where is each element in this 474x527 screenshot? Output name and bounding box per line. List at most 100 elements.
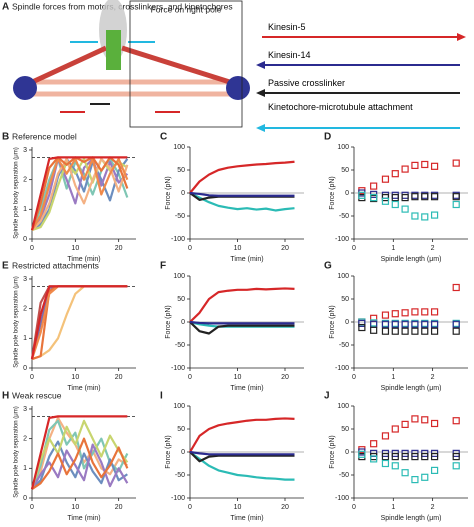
y-tick-label: 2 [23, 176, 27, 183]
series-line [189, 287, 295, 323]
x-tick-label: 2 [431, 245, 435, 252]
point [391, 200, 399, 209]
x-tick-label: 10 [71, 245, 79, 252]
series-line [31, 443, 129, 490]
y-axis-label: Force (pN) [329, 176, 336, 209]
y-tick-label: 2 [23, 305, 27, 312]
point [452, 320, 460, 328]
point [391, 327, 399, 335]
y-tick-label: -50 [175, 213, 185, 220]
y-tick-label: -50 [339, 472, 349, 479]
point [452, 200, 460, 209]
point [381, 459, 390, 468]
point [381, 453, 390, 461]
y-tick-label: 0 [23, 236, 27, 243]
point [411, 308, 419, 316]
point [421, 193, 429, 201]
series-line [189, 417, 295, 453]
point [430, 211, 439, 219]
point [370, 455, 378, 463]
y-axis-label: Force (pN) [165, 176, 172, 209]
point [401, 320, 409, 328]
point [452, 417, 460, 425]
legend-arrowhead [256, 61, 265, 69]
y-tick-label: 0 [23, 495, 27, 502]
series-line [30, 285, 128, 360]
point [452, 193, 460, 201]
legend-arrowhead [256, 124, 265, 132]
y-axis-label: Force (pN) [329, 305, 336, 338]
point [430, 320, 439, 328]
point [452, 327, 460, 335]
point [421, 327, 429, 335]
y-axis-label: Spindle pole body separation (μm) [14, 276, 20, 368]
y-tick-label: 1 [23, 465, 27, 472]
point [391, 170, 399, 178]
point [391, 320, 399, 328]
y-tick-label: 1 [23, 335, 27, 342]
force-box [129, 0, 243, 128]
x-tick-label: 0 [30, 374, 34, 381]
y-tick-label: 100 [337, 273, 349, 280]
y-tick-label: 100 [173, 403, 185, 410]
y-axis-label: Force (pN) [165, 435, 172, 468]
point [401, 165, 409, 173]
point [401, 205, 409, 213]
point [452, 462, 460, 470]
point [391, 453, 399, 461]
point [430, 193, 439, 201]
y-tick-label: 100 [337, 403, 349, 410]
point [430, 327, 439, 335]
y-tick-label: 3 [23, 147, 27, 154]
point [421, 213, 429, 221]
series-line [189, 451, 295, 481]
point [421, 160, 429, 169]
point [411, 453, 419, 461]
x-axis-label: Time (min) [230, 385, 263, 392]
y-tick-label: 50 [341, 296, 349, 303]
point [411, 327, 419, 335]
y-axis-label: Spindle pole body separation (μm) [14, 406, 20, 498]
y-tick-label: -100 [171, 365, 185, 372]
legend-label: Kinesin-5 [268, 22, 306, 32]
panel-letter: G [324, 261, 332, 272]
point [381, 432, 390, 440]
point [411, 476, 419, 484]
x-tick-label: 0 [30, 245, 34, 252]
x-tick-label: 20 [281, 374, 289, 381]
legend-label: Kinetochore-microtubule attachment [268, 102, 413, 112]
y-tick-label: 0 [345, 190, 349, 197]
point [370, 194, 378, 202]
microtubule [121, 45, 237, 87]
x-tick-label: 0 [188, 504, 192, 511]
point [421, 473, 429, 481]
point [370, 326, 378, 334]
y-tick-label: 50 [177, 296, 185, 303]
point [430, 453, 439, 461]
point [411, 161, 419, 169]
y-tick-label: -50 [339, 213, 349, 220]
point [358, 191, 366, 199]
panel-letter: A [2, 2, 9, 13]
series-line [189, 160, 295, 194]
x-tick-label: 1 [391, 374, 395, 381]
y-tick-label: 0 [345, 319, 349, 326]
y-tick-label: 100 [173, 144, 185, 151]
point [421, 453, 429, 461]
point [381, 327, 390, 335]
x-tick-label: 1 [391, 504, 395, 511]
x-axis-label: Time (min) [67, 515, 100, 522]
y-tick-label: -50 [175, 472, 185, 479]
y-axis-label: Force (pN) [165, 305, 172, 338]
x-tick-label: 20 [115, 504, 123, 511]
y-tick-label: -100 [335, 365, 349, 372]
x-tick-label: 0 [188, 374, 192, 381]
x-tick-label: 10 [71, 374, 79, 381]
series-line [31, 157, 129, 231]
panel-title: Weak rescue [12, 390, 62, 400]
point [358, 323, 366, 332]
x-tick-label: 20 [115, 374, 123, 381]
point [401, 194, 409, 202]
legend-label: Passive crosslinker [268, 78, 346, 88]
